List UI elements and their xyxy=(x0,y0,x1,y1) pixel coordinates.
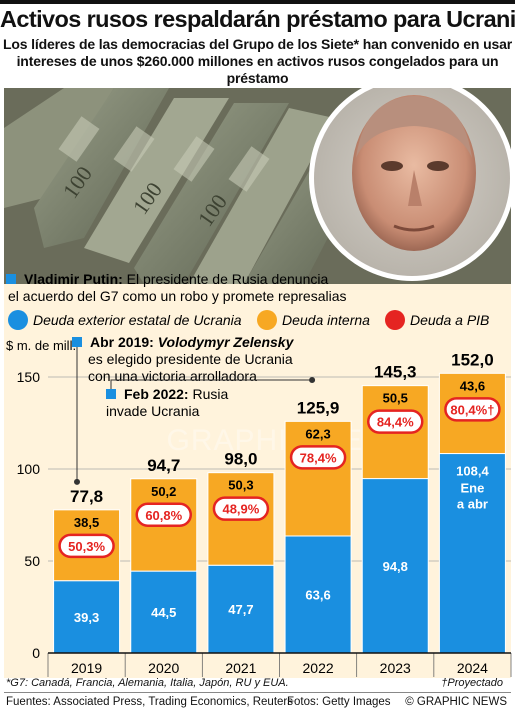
gdp-pill-2021 xyxy=(212,496,270,521)
bar-internal-2022 xyxy=(284,420,352,537)
total-value-2019: 77,8 xyxy=(70,487,103,506)
x-tick-2023: 2023 xyxy=(380,660,411,676)
y-tick-50: 50 xyxy=(24,553,40,569)
bar-external-2020 xyxy=(130,570,198,654)
total-value-2020: 94,7 xyxy=(147,456,180,475)
gdp-pill-2022 xyxy=(289,445,347,470)
external-value-2024: 108,4 xyxy=(456,464,489,479)
internal-value-2021: 50,3 xyxy=(228,478,253,493)
zelensky-annotation-line3: con una victoria arrolladora xyxy=(88,368,257,384)
zelensky-leader-dot xyxy=(74,478,80,485)
legend-external-swatch xyxy=(8,310,28,330)
zelensky-annotation-line2: es elegido presidente de Ucrania xyxy=(88,351,293,367)
gdp-ratio-2021: 48,9% xyxy=(222,502,259,517)
bar-external-2023 xyxy=(361,478,429,654)
external-value-2019: 39,3 xyxy=(74,610,99,625)
invasion-annotation: Feb 2022: Rusia xyxy=(124,386,228,402)
bar-external-2021 xyxy=(207,564,275,654)
projected-note: †Proyectado xyxy=(441,677,503,689)
brand-credit: © GRAPHIC NEWS xyxy=(405,696,507,708)
external-value-2021: 47,7 xyxy=(228,602,253,617)
bar-external-2022 xyxy=(284,535,352,654)
internal-value-2022: 62,3 xyxy=(305,426,330,441)
y-tick-0: 0 xyxy=(32,645,40,661)
x-tick-2021: 2021 xyxy=(225,660,256,676)
gdp-ratio-2022: 78,4% xyxy=(300,450,337,465)
gdp-pill-2019 xyxy=(58,533,115,559)
x-tick-2022: 2022 xyxy=(303,660,334,676)
zelensky-marker xyxy=(72,337,82,347)
total-value-2022: 125,9 xyxy=(297,398,340,417)
external-value-2023: 94,8 xyxy=(383,559,408,574)
footer-divider xyxy=(4,692,511,693)
sources-text: Fuentes: Associated Press, Trading Econo… xyxy=(6,696,293,708)
total-value-2021: 98,0 xyxy=(224,450,257,469)
zelensky-annotation: Abr 2019: Volodymyr Zelensky xyxy=(90,334,295,350)
gdp-pill-2023 xyxy=(367,409,424,434)
gdp-ratio-2024: 80,4%† xyxy=(450,402,494,417)
putin-annotation-line2: el acuerdo del G7 como un robo y promete… xyxy=(8,288,347,304)
external-value-2022: 63,6 xyxy=(305,587,330,602)
invasion-leader-dot xyxy=(309,377,316,383)
internal-value-2019: 38,5 xyxy=(74,515,99,530)
external-value-2020: 44,5 xyxy=(151,605,176,620)
gdp-pill-2020 xyxy=(135,502,192,528)
g7-footnote: *G7: Canadá, Francia, Alemania, Italia, … xyxy=(6,677,289,689)
gdp-ratio-2023: 84,4% xyxy=(377,415,414,430)
legend-internal-swatch xyxy=(257,310,277,330)
bar-external-2019 xyxy=(53,580,121,654)
y-axis-label: $ m. de mill. xyxy=(6,338,76,353)
putin-marker xyxy=(6,274,16,284)
gdp-pill-2024 xyxy=(444,397,501,422)
y-tick-150: 150 xyxy=(17,369,41,385)
invasion-leader-line xyxy=(110,379,313,389)
total-value-2023: 145,3 xyxy=(374,363,417,382)
page-title: Activos rusos respaldarán préstamo para … xyxy=(0,6,515,32)
legend-internal-label: Deuda interna xyxy=(282,312,370,328)
x-tick-2020: 2020 xyxy=(148,660,179,676)
legend-gdp-label: Deuda a PIB xyxy=(410,312,489,328)
debt-bar-chart: Vladimir Putin: El presidente de Rusia d… xyxy=(4,271,512,678)
bar-2024-note-line1: Ene xyxy=(460,481,484,496)
internal-value-2020: 50,2 xyxy=(151,484,176,499)
x-tick-2019: 2019 xyxy=(71,660,102,676)
top-rule xyxy=(0,0,515,4)
chart-area: Vladimir Putin: El presidente de Rusia d… xyxy=(0,260,515,685)
internal-value-2024: 43,6 xyxy=(460,378,485,393)
header-photo: 100 100 100 xyxy=(4,88,511,284)
legend-external-label: Deuda exterior estatal de Ucrania xyxy=(33,312,242,328)
invasion-annotation-line2: invade Ucrania xyxy=(106,403,200,419)
x-tick-2024: 2024 xyxy=(457,660,488,676)
invasion-marker xyxy=(106,389,116,399)
putin-annotation: Vladimir Putin: El presidente de Rusia d… xyxy=(24,271,328,287)
legend-gdp-swatch xyxy=(385,310,405,330)
bar-2024-note-line2: a abr xyxy=(457,497,488,512)
photos-credit: Fotos: Getty Images xyxy=(287,696,391,708)
dollar-bills-and-portrait-photo-icon: 100 100 100 xyxy=(4,88,511,284)
bar-external-2024 xyxy=(438,453,506,654)
internal-value-2023: 50,5 xyxy=(383,391,408,406)
gdp-ratio-2020: 60,8% xyxy=(145,508,182,523)
gdp-ratio-2019: 50,3% xyxy=(68,539,105,554)
y-tick-100: 100 xyxy=(17,461,41,477)
total-value-2024: 152,0 xyxy=(451,350,494,369)
